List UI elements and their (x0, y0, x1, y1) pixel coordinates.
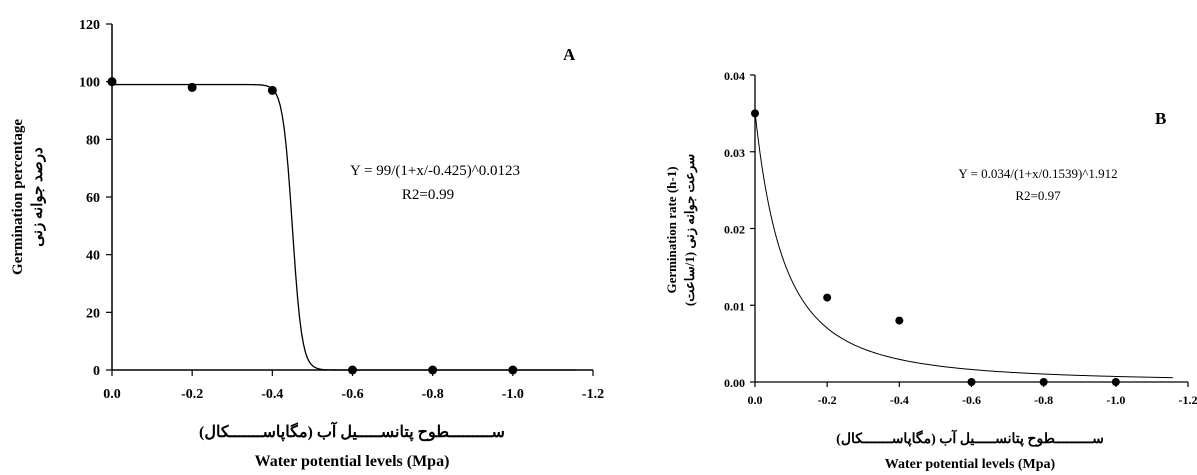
y-tick-label: 40 (86, 249, 100, 264)
panel-b-fit-curve (754, 111, 1173, 379)
x-tick-label: -0.6 (962, 393, 981, 407)
y-tick-label: 0.02 (724, 223, 745, 237)
y-tick-label: 0.00 (724, 376, 745, 390)
data-point (895, 316, 904, 325)
data-point (107, 77, 117, 87)
x-tick-label: -0.4 (261, 387, 283, 402)
x-tick-label: -1.2 (582, 387, 604, 402)
panel-a-y-label: Germination percentage (10, 119, 26, 275)
panel-b-label: B (1155, 109, 1166, 128)
panel-b-y-label: Germination rate (h-1) (664, 166, 679, 293)
y-tick-label: 20 (86, 306, 100, 321)
panel-a-equation: Y = 99/(1+x/-0.425)^0.0123 (350, 163, 520, 179)
panel-b-y-label-fa: سرعت جوانه زنی (1/ساعت) (682, 154, 698, 306)
data-point (508, 365, 518, 375)
data-point (187, 82, 197, 92)
y-tick-label: 120 (79, 18, 100, 33)
panel-b-r2: R2=0.97 (1015, 188, 1061, 203)
y-tick-label: 60 (86, 191, 100, 206)
y-tick-label: 0.01 (724, 299, 745, 313)
x-tick-label: -0.2 (818, 393, 837, 407)
x-tick-label: -0.2 (181, 387, 203, 402)
chart-panel-b: 0.00 0.01 0.02 0.03 0.04 0.0 -0.2 -0.4 -0.6 -0.8… (664, 69, 1197, 472)
panel-a-fit-curve (112, 83, 577, 371)
panel-b-equation: Y = 0.034/(1+x/0.1539)^1.912 (958, 166, 1117, 181)
data-point (267, 85, 277, 95)
panel-b-x-label: Water potential levels (Mpa) (885, 457, 1056, 472)
x-tick-label: -1.0 (1106, 393, 1125, 407)
data-point (1039, 378, 1048, 386)
x-tick-label: 0.0 (103, 387, 121, 402)
panel-a-label: A (563, 45, 576, 64)
data-point (348, 365, 357, 375)
panel-a-r2: R2=0.99 (402, 187, 454, 203)
y-tick-label: 0.03 (724, 146, 745, 160)
panel-a-x-label: Water potential levels (Mpa) (255, 453, 450, 470)
panel-a-x-label-fa: ســـــــــطوح پتانســـــیل آب (مگاپاســـ… (199, 420, 505, 442)
data-point (823, 293, 832, 302)
x-tick-label: -0.8 (422, 387, 444, 402)
chart-panel-a: 0 20 40 60 80 100 120 0.0 -0.2 -0.4 -0.6 -0.8 -1.0 -… (10, 18, 604, 470)
x-tick-label: -0.4 (890, 393, 909, 407)
y-tick-label: 100 (79, 76, 100, 91)
y-tick-label: 80 (86, 133, 100, 148)
panel-a-y-label-fa: درصد جوانه زنی (30, 147, 46, 247)
panel-b-x-label-fa: ســـــــــطوح پتانســـــیل آب (مگاپاســـ… (836, 429, 1104, 447)
data-point (428, 365, 438, 375)
data-point (751, 109, 759, 118)
x-tick-label: -0.6 (341, 387, 363, 402)
x-tick-label: -0.8 (1034, 393, 1053, 407)
x-tick-label: 0.0 (748, 393, 763, 407)
x-tick-label: -1.2 (1179, 393, 1197, 407)
y-tick-label: 0 (93, 364, 100, 379)
data-point (967, 378, 976, 386)
data-point (1111, 378, 1120, 386)
y-tick-label: 0.04 (724, 69, 745, 83)
x-tick-label: -1.0 (502, 387, 524, 402)
